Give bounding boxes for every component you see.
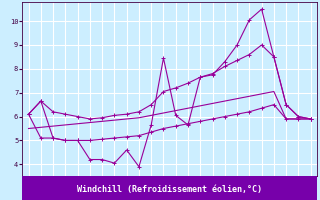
Text: Windchill (Refroidissement éolien,°C): Windchill (Refroidissement éolien,°C) <box>77 185 262 194</box>
